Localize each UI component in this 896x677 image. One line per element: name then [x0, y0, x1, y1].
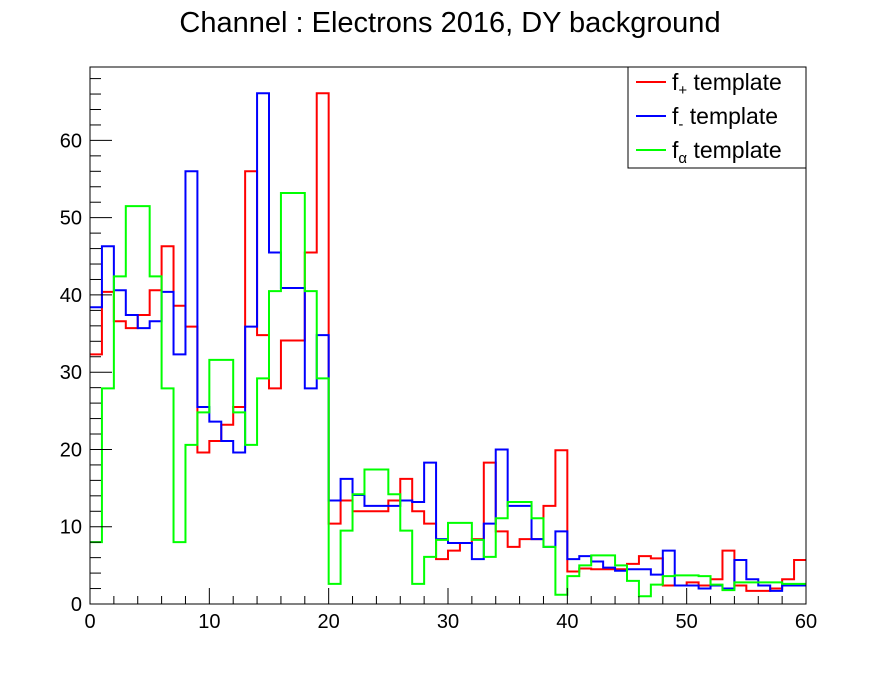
legend-label-3: fα template: [672, 137, 782, 167]
x-tick-label: 20: [318, 611, 340, 633]
series-layer: [90, 92, 806, 598]
x-tick-label: 50: [676, 611, 698, 633]
x-tick-label: 30: [437, 611, 459, 633]
legend-label-1: f+ template: [672, 69, 782, 99]
x-tick-label: 10: [198, 611, 220, 633]
y-tick-label: 10: [60, 517, 82, 539]
axes-layer: 0 10 20 30 40 50 60 0 10 20 30 40 50 60: [60, 78, 817, 633]
series-line-1: [90, 92, 806, 592]
x-tick-label: 0: [84, 611, 95, 633]
y-tick-label: 40: [60, 285, 82, 307]
x-tick-label: 40: [556, 611, 578, 633]
x-tick-label: 60: [795, 611, 817, 633]
legend-label-2: f- template: [672, 103, 778, 133]
y-tick-label: 50: [60, 208, 82, 230]
y-tick-label: 20: [60, 439, 82, 461]
legend: f+ template f- template fα template: [627, 66, 807, 169]
chart-title: Channel : Electrons 2016, DY background: [179, 7, 720, 39]
series-line-3: [90, 191, 806, 598]
legend-box: [627, 66, 807, 169]
y-tick-label: 30: [60, 362, 82, 384]
y-tick-label: 0: [71, 594, 82, 616]
y-tick-label: 60: [60, 130, 82, 152]
